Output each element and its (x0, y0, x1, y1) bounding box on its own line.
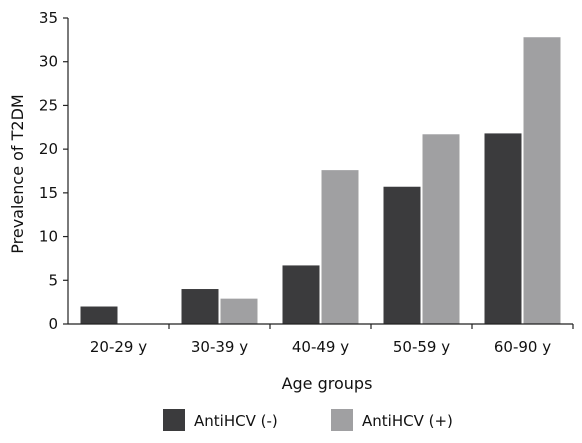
x-tick-label: 40-49 y (292, 338, 349, 356)
bar-antihcv-negative (484, 133, 522, 324)
legend: AntiHCV (-) AntiHCV (+) (163, 409, 453, 431)
legend-swatch (331, 409, 353, 431)
axes (67, 18, 573, 325)
y-tick-label: 30 (39, 53, 58, 71)
legend-label: AntiHCV (+) (362, 412, 453, 430)
y-axis-title: Prevalence of T2DM (8, 94, 27, 253)
y-tick-label: 5 (48, 271, 58, 289)
y-tick-label: 0 (48, 315, 58, 333)
y-tick-label: 15 (39, 184, 58, 202)
bar-antihcv-negative (181, 289, 219, 324)
y-tick-label: 10 (39, 228, 58, 246)
y-tick-label: 35 (39, 9, 58, 27)
y-tick-label: 20 (39, 140, 58, 158)
x-tick-label: 50-59 y (393, 338, 450, 356)
x-tick-label: 30-39 y (191, 338, 248, 356)
bar-antihcv-positive (422, 134, 460, 324)
x-axis-title: Age groups (282, 374, 373, 393)
bar-antihcv-negative (282, 265, 320, 324)
bar-antihcv-negative (80, 306, 118, 324)
bar-antihcv-positive (220, 298, 258, 324)
legend-label: AntiHCV (-) (194, 412, 278, 430)
legend-swatch (163, 409, 185, 431)
bar-antihcv-positive (523, 37, 561, 325)
y-tick-label: 25 (39, 96, 58, 114)
bar-antihcv-negative (383, 186, 421, 324)
y-axis-ticks: 0 5 10 15 20 25 30 35 (39, 9, 68, 333)
x-axis-ticks: 20-29 y 30-39 y 40-49 y 50-59 y 60-90 y (90, 324, 574, 356)
bar-antihcv-positive (321, 170, 359, 324)
x-tick-label: 60-90 y (494, 338, 551, 356)
bars (80, 37, 561, 325)
x-tick-label: 20-29 y (90, 338, 147, 356)
